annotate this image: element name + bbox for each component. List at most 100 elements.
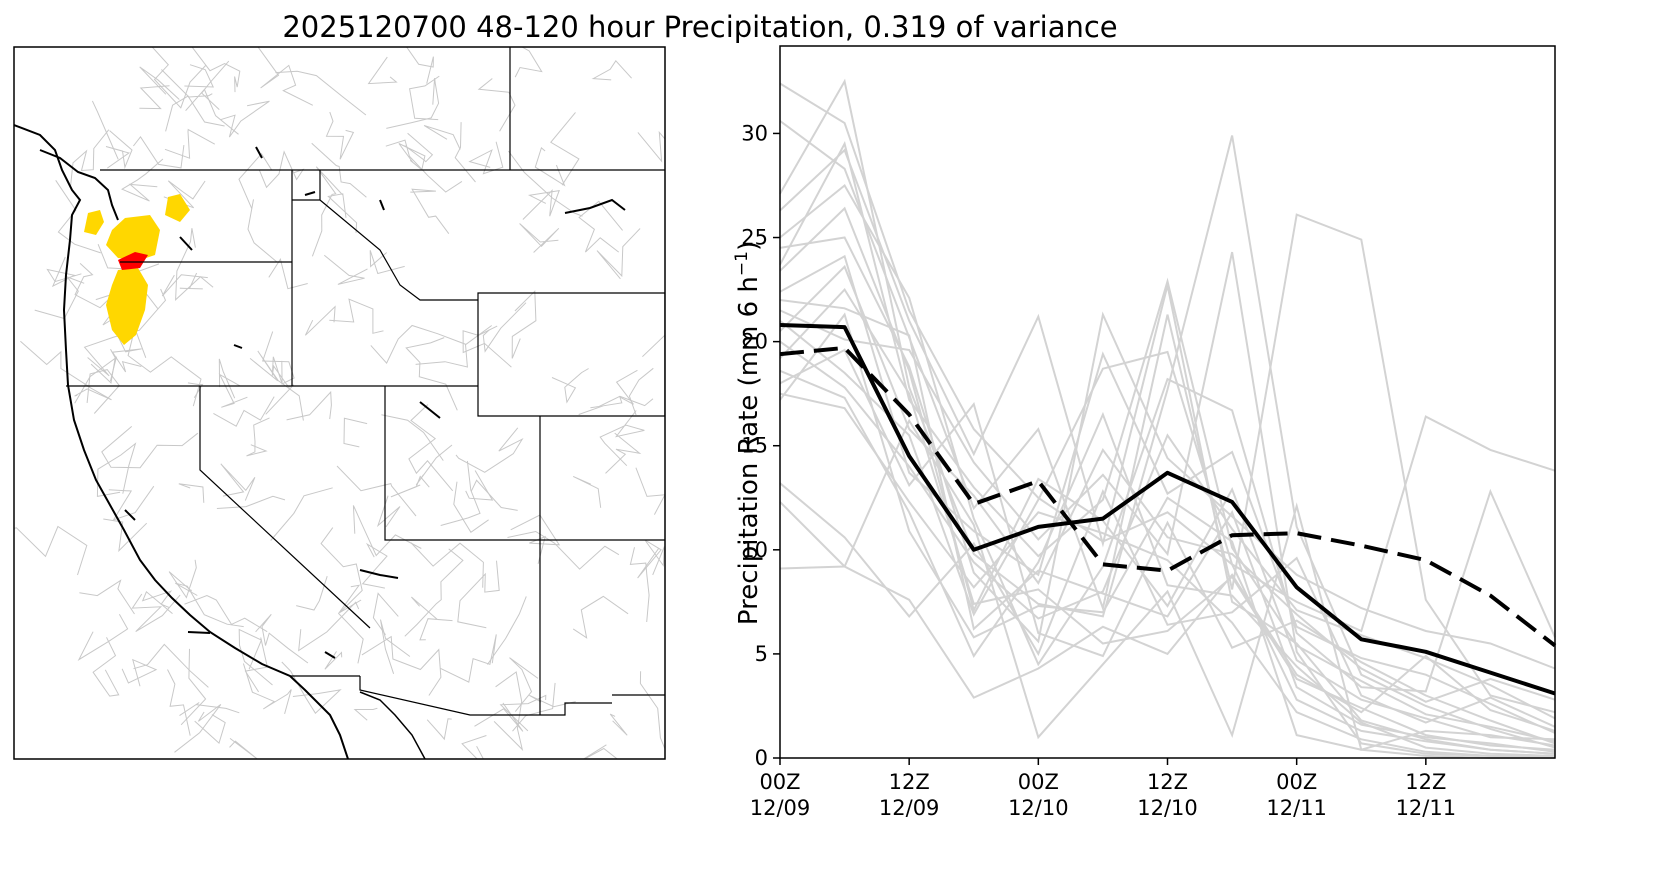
basin-line [551,368,589,404]
basin-line [519,223,560,253]
basin-line [229,738,258,759]
basin-line [369,250,405,275]
basin-line [582,744,619,759]
basin-line [74,356,118,404]
basin-line [605,432,642,474]
basin-line [91,100,119,160]
x-tick-label-date: 12/09 [750,796,811,820]
basin-line [406,47,434,84]
member-line [779,320,1556,755]
member-line [779,264,1556,703]
member-line [779,251,1555,757]
basin-line [238,628,273,686]
basin-line [465,470,494,501]
basin-line [255,613,309,664]
basin-highlight-secondary [106,268,148,345]
basin-line [376,495,401,528]
map-frame [13,46,666,760]
basin-line [440,460,481,526]
basin-line [34,275,85,320]
basin-line [404,548,464,637]
member-line [779,299,1556,753]
basin-line [96,442,137,498]
coastline [14,124,349,759]
basin-line [572,475,602,508]
y-tick-label: 10 [741,538,768,562]
basin-line [55,180,101,254]
basin-line [512,682,556,732]
y-tick-label: 25 [741,226,768,250]
x-tick-label-time: 00Z [759,770,800,794]
basin-line [184,64,214,88]
basin-line [20,340,91,388]
basin-line [327,193,358,233]
member-line [779,141,1556,743]
basin-line [325,111,355,160]
basin-line [121,658,158,687]
basin-line [14,525,88,576]
state-borders [66,47,665,716]
land-area [14,47,665,759]
basin-line [372,592,399,636]
basin-line [86,369,120,414]
basin-line [304,305,336,336]
member-line [779,206,1556,741]
y-tick-label: 30 [741,121,768,145]
member-line [779,82,1556,633]
basin-line [311,166,343,257]
basin-line [578,369,638,415]
puget-sound [39,149,119,221]
basin-line [161,274,208,297]
basin-line [408,404,454,492]
x-tick-label-time: 12Z [889,770,930,794]
basin-line [404,132,434,163]
basin-line [426,718,452,741]
basin-map [13,46,666,760]
member-line [779,236,1556,670]
y-axis-label: Precipitation Rate (mm 6 h−1) [732,241,764,625]
basin-line [329,298,384,334]
member-line [779,392,1556,759]
basin-line [486,596,527,665]
x-tick-label-time: 00Z [1018,770,1059,794]
basin-line [405,337,458,411]
basin-line [337,584,364,664]
basin-line [550,112,580,186]
basin-line [311,142,367,198]
x-tick-label-date: 12/10 [1008,796,1069,820]
member-line [779,254,1556,734]
basin-line [201,60,230,110]
basin-line [440,634,497,683]
basin-line [281,661,342,714]
basin-line [398,143,426,171]
basin-line [482,302,527,353]
basin-line [77,614,129,661]
basin-line [599,410,645,467]
basin-line [213,396,275,427]
basin-line [457,560,500,629]
basin-line [352,505,422,557]
basin-line [336,465,417,517]
basin-line [139,66,180,100]
basin-line [390,475,430,498]
basin-line [410,188,450,234]
basin-line [639,671,665,751]
basin-line [381,414,444,461]
basin-line [79,579,135,615]
basin-line [249,350,304,421]
member-line [779,369,1556,757]
basin-line [247,199,278,263]
member-line [779,501,1556,732]
basin-line [578,200,623,253]
basin-line [74,383,112,401]
x-tick-label-time: 00Z [1276,770,1317,794]
main-series [779,323,1557,696]
basin-line [511,290,537,359]
basin-line [133,643,209,688]
basin-line [265,356,295,415]
chart-axes: 05101520253000Z12/0912Z12/0900Z12/1012Z1… [741,45,1556,820]
member-line [779,312,1555,759]
basin-line [510,514,561,565]
basin-line [179,702,240,717]
